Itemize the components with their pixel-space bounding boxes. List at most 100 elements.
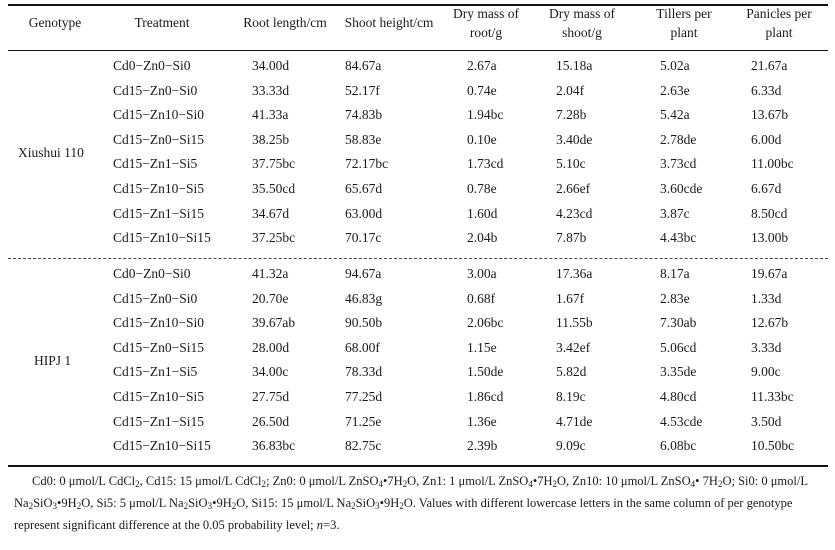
footnote-text: =3. [323,518,340,532]
value-cell: 7.28b [556,107,587,123]
value-cell: 6.08bc [660,438,697,454]
footnote-text: 2 [402,479,408,489]
treatment-cell: Cd15−Zn1−Si15 [113,205,204,221]
value-cell: 2.83e [660,290,690,306]
value-cell: 4.80cd [660,389,697,404]
column-header-dry-shoot: Dry mass of shoot/g [522,4,642,42]
footnote-text: •9H [379,496,400,510]
value-cell: 63.00d [345,205,383,221]
value-cell: 52.17f [345,82,380,98]
footnote-text: 2 [261,479,267,489]
column-header-line: Shoot height/cm [344,15,434,30]
footnote-text: 2 [76,501,82,511]
footnote-text: 4 [378,479,384,489]
footnote-text: 2 [717,479,723,489]
treatment-cell: Cd15−Zn1−Si5 [113,156,198,172]
footnote-text: O, Si5: 5 μmol/L Na [81,496,184,510]
value-cell: 0.10e [467,131,497,147]
value-cell: 5.10c [556,156,586,172]
value-cell: 94.67a [345,266,382,281]
value-cell: 8.50cd [751,205,788,221]
value-cell: 9.09c [556,438,586,454]
value-cell: 17.36a [556,266,593,281]
value-cell: 58.83e [345,131,382,147]
value-cell: 15.18a [556,58,593,73]
value-cell: 12.67b [751,315,789,331]
value-cell: 26.50d [252,413,290,429]
value-cell: 19.67a [751,266,788,281]
treatment-cell: Cd15−Zn0−Si15 [113,131,204,147]
column-header-line: Tillers per [656,6,712,21]
value-cell: 37.25bc [252,230,296,246]
footnote-text: 3 [207,501,213,511]
footnote-text: 3 [375,501,380,511]
value-cell: 3.60cde [660,181,703,196]
value-cell: 27.75d [252,389,290,404]
value-cell: 1.86cd [467,389,504,404]
column-header-panicles: Panicles per plant [719,4,835,42]
value-cell: 36.83bc [252,438,296,454]
column-header-line: plant [670,25,698,40]
footnote-text: 2 [135,479,140,489]
value-cell: 11.55b [556,315,593,331]
value-cell: 38.25b [252,131,290,147]
value-cell: 2.78de [660,131,697,147]
genotype-label: HIPJ 1 [34,353,72,369]
column-header-line: Treatment [134,15,190,30]
value-cell: 4.23cd [556,205,593,221]
value-cell: 2.63e [660,82,690,98]
value-cell: 46.83g [345,290,383,306]
value-cell: 13.00b [751,230,789,246]
footnote-text: 2 [231,501,237,511]
footnote-text: 2 [351,501,356,511]
value-cell: 3.73cd [660,156,697,172]
footnote-text: •7H [532,474,553,488]
group-separator-rule [8,258,828,259]
column-header-line: plant [765,25,793,40]
header-bottom-rule [8,50,828,51]
value-cell: 5.06cd [660,339,697,355]
value-cell: 82.75c [345,438,382,454]
value-cell: 6.00d [751,131,782,147]
value-cell: 0.78e [467,181,497,196]
column-header-line: Root length/cm [243,15,327,30]
footnote-text: ; Zn0: 0 μmol/L ZnSO [266,474,379,488]
treatment-cell: Cd0−Zn0−Si0 [113,58,191,73]
value-cell: 1.50de [467,364,504,380]
value-cell: 34.00c [252,364,289,380]
value-cell: 3.33d [751,339,782,355]
value-cell: 1.67f [556,290,585,306]
value-cell: 3.00a [467,266,497,281]
value-cell: 1.36e [467,413,497,429]
column-header-treatment: Treatment [102,13,222,32]
treatment-cell: Cd15−Zn10−Si0 [113,315,204,331]
footnote-text: 3 [52,501,58,511]
column-header-root-length: Root length/cm [225,13,345,32]
value-cell: 6.67d [751,181,782,196]
value-cell: 4.71de [556,413,593,429]
value-cell: 71.25e [345,413,382,429]
value-cell: 84.67a [345,58,382,73]
treatment-cell: Cd15−Zn0−Si15 [113,339,204,355]
value-cell: 90.50b [345,315,383,331]
value-cell: 3.35de [660,364,697,380]
column-header-line: shoot/g [562,25,602,40]
footnote-text: O. Values with different lowercase lette… [14,496,793,532]
value-cell: 11.00bc [751,156,794,172]
treatment-cell: Cd15−Zn1−Si15 [113,413,204,429]
value-cell: 2.04b [467,230,498,246]
value-cell: 78.33d [345,364,383,380]
footnote-text: 4 [690,479,696,489]
value-cell: 10.50bc [751,438,795,454]
footnote-text: O; Si0: 0 μmol/L Na [14,474,808,510]
column-header-line: Dry mass of [453,6,519,21]
footnote-text: Cd0: 0 μmol/L CdCl [32,474,136,488]
footnote-text: SiO [33,496,53,510]
footnote-text: SiO [188,496,208,510]
value-cell: 37.75bc [252,156,296,172]
value-cell: 2.04f [556,82,585,98]
value-cell: 3.50d [751,413,782,429]
footnote-text: O, Zn10: 10 μmol/L ZnSO [556,474,691,488]
value-cell: 77.25d [345,389,383,404]
value-cell: 5.82d [556,364,587,380]
